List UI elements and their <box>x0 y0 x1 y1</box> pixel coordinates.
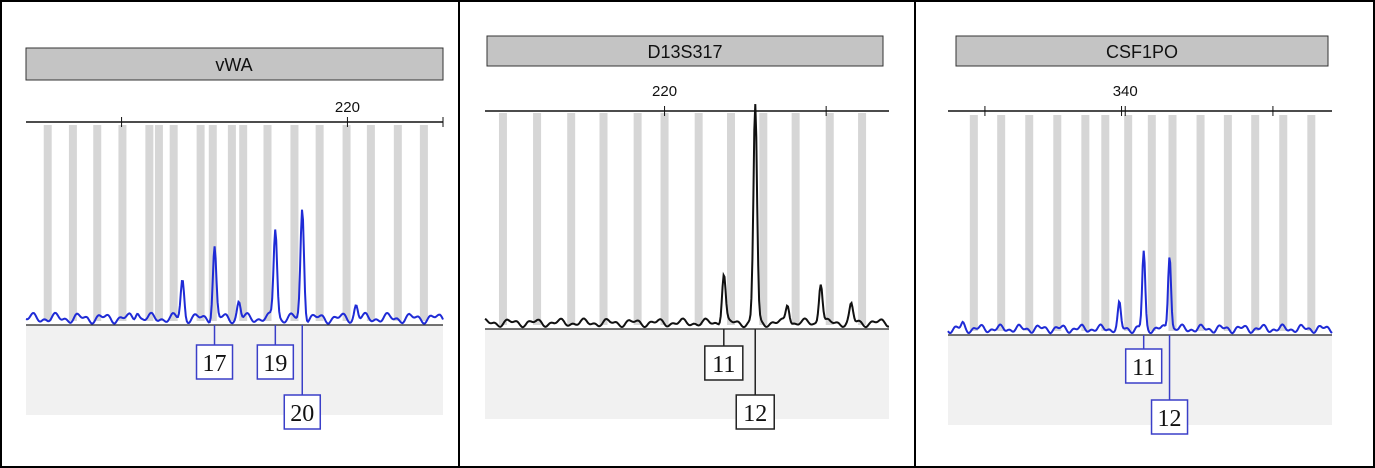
allele-bin <box>315 125 324 321</box>
allele-bin <box>1025 115 1034 331</box>
allele-bin <box>208 125 217 321</box>
allele-box <box>1150 399 1189 435</box>
allele-bin <box>1081 115 1090 331</box>
allele-bin <box>1307 115 1316 331</box>
allele-bin <box>366 125 375 321</box>
locus-header <box>955 35 1329 67</box>
allele-box <box>283 394 322 430</box>
allele-bin <box>1168 115 1177 331</box>
allele-box <box>195 344 234 380</box>
allele-bin <box>1053 115 1062 331</box>
locus-title: vWA <box>215 55 252 75</box>
tick-label: 220 <box>335 99 360 116</box>
allele-bin <box>567 113 576 325</box>
trace-line <box>947 250 1333 335</box>
allele-label: 12 <box>743 401 767 427</box>
allele-bin <box>145 125 154 321</box>
allele-box <box>1124 348 1163 384</box>
allele-bin <box>498 113 507 325</box>
allele-bin <box>997 115 1006 331</box>
allele-bin <box>419 125 428 321</box>
allele-bin <box>858 113 867 325</box>
allele-bin <box>759 113 768 325</box>
allele-box <box>256 344 295 380</box>
allele-bin <box>660 113 669 325</box>
locus-title: CSF1PO <box>1106 42 1178 62</box>
allele-bin <box>533 113 542 325</box>
allele-label: 12 <box>1158 406 1182 432</box>
allele-bin <box>825 113 834 325</box>
allele-bin <box>169 125 178 321</box>
allele-bin <box>1251 115 1260 331</box>
allele-bin <box>1147 115 1156 331</box>
trace-line <box>484 104 890 329</box>
allele-label: 11 <box>1132 355 1155 381</box>
allele-bin <box>726 113 735 325</box>
plot-lower-area <box>485 329 889 419</box>
allele-label: 11 <box>712 352 735 378</box>
allele-label: 19 <box>263 351 287 377</box>
allele-bin <box>1196 115 1205 331</box>
allele-bin <box>791 113 800 325</box>
allele-bin <box>342 125 351 321</box>
locus-title: D13S317 <box>647 42 722 62</box>
trace-line <box>25 209 444 325</box>
allele-bin <box>633 113 642 325</box>
allele-box <box>735 394 775 430</box>
allele-bin <box>239 125 248 321</box>
allele-bin <box>227 125 236 321</box>
allele-label: 17 <box>203 351 227 377</box>
allele-bin <box>43 125 52 321</box>
allele-bin <box>694 113 703 325</box>
panel-d13s317: D13S317 220 11 12 <box>484 35 890 430</box>
allele-bin <box>1124 115 1133 331</box>
plot-lower-area <box>26 325 443 415</box>
allele-bin <box>290 125 299 321</box>
allele-bin <box>599 113 608 325</box>
allele-bin <box>1223 115 1232 331</box>
allele-bin <box>154 125 163 321</box>
allele-bin <box>393 125 402 321</box>
allele-bin <box>118 125 127 321</box>
allele-bin <box>1279 115 1288 331</box>
tick-label: 220 <box>652 83 677 100</box>
allele-bin <box>196 125 205 321</box>
allele-bin <box>969 115 978 331</box>
allele-bin <box>1101 115 1110 331</box>
allele-label: 20 <box>290 401 314 427</box>
allele-bin <box>93 125 102 321</box>
tick-label: 340 <box>1113 83 1138 100</box>
locus-header <box>486 35 884 67</box>
allele-box <box>704 345 744 381</box>
locus-header <box>25 47 444 81</box>
allele-bin <box>263 125 272 321</box>
allele-bin <box>68 125 77 321</box>
